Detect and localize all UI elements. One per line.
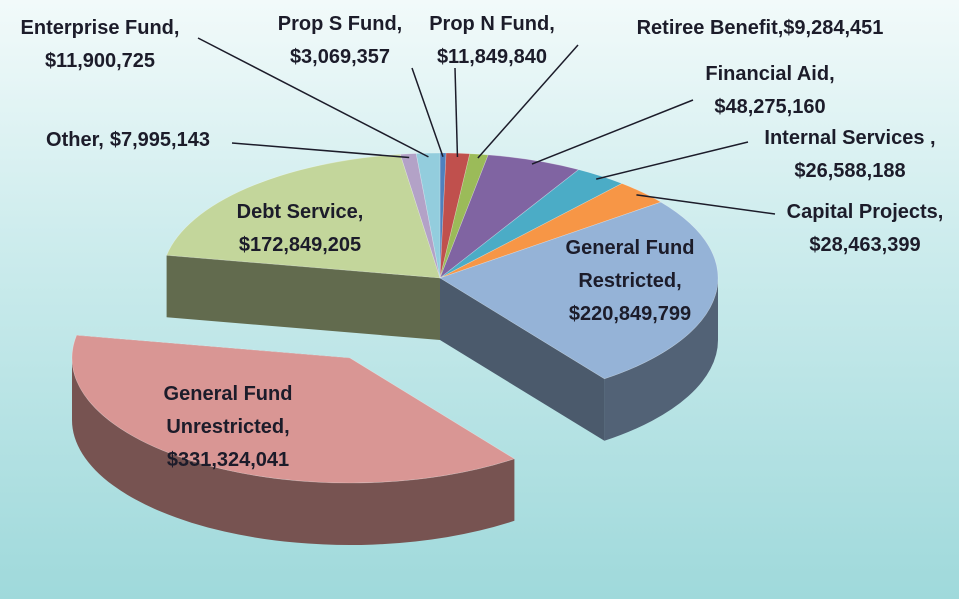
value-label: $172,849,205	[238, 234, 362, 256]
leader-line	[596, 141, 749, 180]
data-label: Other, $7,995,143	[46, 124, 210, 157]
data-label: Capital Projects, $28,463,399	[755, 196, 959, 262]
data-label: General Fund Restricted, $220,849,799	[545, 232, 715, 331]
data-label: Retiree Benefit,$9,284,451	[637, 12, 884, 45]
data-label: Internal Services , $26,588,188	[740, 122, 959, 188]
value-label: $26,588,188	[794, 160, 906, 182]
category-label: Debt Service,	[236, 201, 364, 223]
slice-side	[72, 358, 515, 545]
slice	[439, 201, 719, 380]
data-label: Debt Service, $172,849,205	[200, 196, 400, 262]
category-label: Prop S Fund,	[277, 13, 403, 35]
value-label: $11,849,840	[436, 46, 548, 68]
leader-line	[454, 67, 459, 158]
value-label: $9,284,451	[783, 17, 884, 39]
slice	[166, 153, 441, 279]
leader-line	[531, 99, 694, 165]
category-label: General Fund Restricted,	[565, 237, 695, 292]
slice	[71, 334, 516, 484]
value-label: $7,995,143	[109, 129, 210, 151]
leader-line	[197, 37, 429, 158]
category-label: Enterprise Fund,	[20, 17, 180, 39]
value-label: $11,900,725	[44, 50, 156, 72]
slice	[439, 183, 662, 279]
slice-side	[440, 278, 605, 441]
slice-side	[604, 278, 718, 441]
category-label: Capital Projects,	[786, 201, 944, 223]
data-label: Prop S Fund, $3,069,357	[260, 8, 420, 74]
slice	[439, 154, 580, 279]
category-label: Internal Services ,	[764, 127, 936, 149]
value-label: $48,275,160	[714, 96, 826, 118]
slice-side	[166, 255, 440, 340]
category-label: Retiree Benefit,	[636, 17, 784, 39]
leader-line	[411, 67, 444, 158]
data-label: Enterprise Fund, $11,900,725	[0, 12, 200, 78]
slice	[415, 152, 441, 279]
leader-line	[636, 194, 776, 215]
category-label: Other,	[46, 129, 104, 151]
data-label: Prop N Fund, $11,849,840	[412, 8, 572, 74]
value-label: $331,324,041	[166, 449, 290, 471]
data-label: Financial Aid, $48,275,160	[670, 58, 870, 124]
slice	[399, 153, 441, 279]
leader-line	[477, 44, 579, 159]
slice	[439, 152, 447, 279]
leader-line	[231, 142, 410, 159]
slice	[439, 169, 623, 279]
category-label: Financial Aid,	[705, 63, 835, 85]
category-label: Prop N Fund,	[429, 13, 555, 35]
value-label: $220,849,799	[568, 303, 692, 325]
slice	[439, 153, 489, 279]
data-label: General Fund Unrestricted, $331,324,041	[133, 378, 323, 477]
value-label: $28,463,399	[809, 234, 921, 256]
value-label: $3,069,357	[289, 46, 391, 68]
category-label: General Fund Unrestricted,	[163, 383, 293, 438]
